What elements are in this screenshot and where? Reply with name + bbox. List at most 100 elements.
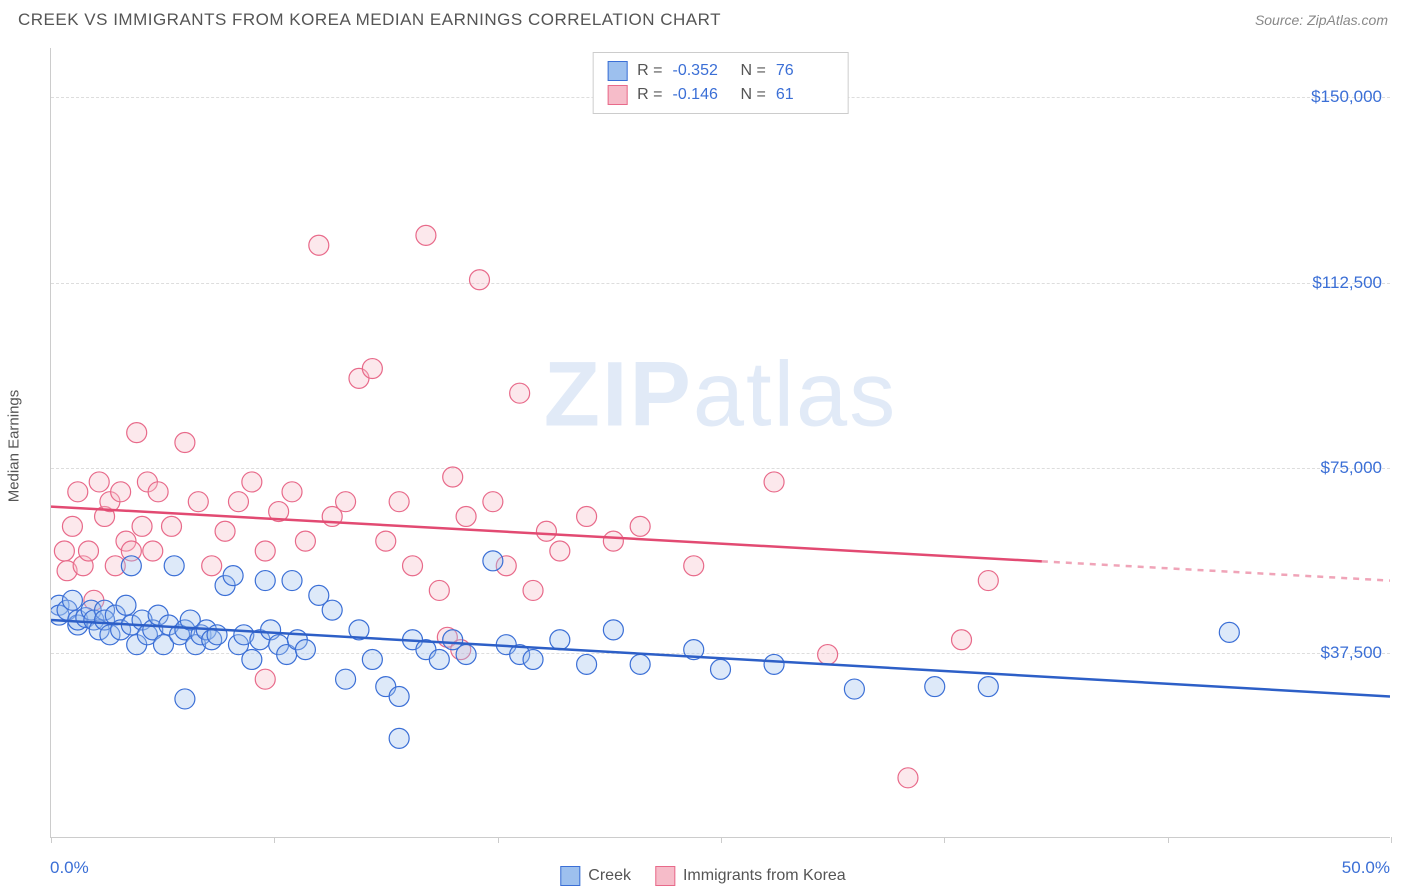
data-point [429, 580, 449, 600]
data-point [952, 630, 972, 650]
data-point [764, 472, 784, 492]
x-tick [274, 837, 275, 843]
data-point [207, 625, 227, 645]
x-tick [498, 837, 499, 843]
legend-label-creek: Creek [588, 867, 631, 885]
data-point [978, 677, 998, 697]
data-point [362, 649, 382, 669]
legend-r-value-creek: -0.352 [673, 62, 731, 80]
legend-row-creek: R = -0.352 N = 76 [607, 59, 834, 83]
legend-r-value-korea: -0.146 [673, 86, 731, 104]
data-point [630, 516, 650, 536]
data-point [202, 556, 222, 576]
data-point [132, 516, 152, 536]
data-point [54, 541, 74, 561]
data-point [255, 669, 275, 689]
legend-swatch-creek [607, 61, 627, 81]
legend-row-korea: R = -0.146 N = 61 [607, 83, 834, 107]
legend-item-korea: Immigrants from Korea [655, 866, 846, 886]
data-point [483, 492, 503, 512]
data-point [389, 728, 409, 748]
data-point [577, 654, 597, 674]
data-point [148, 482, 168, 502]
data-point [295, 640, 315, 660]
data-point [523, 580, 543, 600]
legend-n-value-creek: 76 [776, 62, 834, 80]
data-point [188, 492, 208, 512]
data-point [376, 531, 396, 551]
trend-line-extrapolated [1042, 561, 1390, 580]
data-point [764, 654, 784, 674]
x-tick [1168, 837, 1169, 843]
data-point [89, 472, 109, 492]
data-point [175, 433, 195, 453]
x-tick [51, 837, 52, 843]
data-point [577, 506, 597, 526]
data-point [127, 423, 147, 443]
data-point [362, 359, 382, 379]
data-point [389, 492, 409, 512]
data-point [322, 600, 342, 620]
data-point [175, 689, 195, 709]
data-point [416, 225, 436, 245]
data-point [255, 541, 275, 561]
correlation-legend: R = -0.352 N = 76 R = -0.146 N = 61 [592, 52, 849, 114]
y-axis-title: Median Earnings [6, 390, 23, 503]
data-point [78, 541, 98, 561]
data-point [403, 556, 423, 576]
x-tick [721, 837, 722, 843]
source-attribution: Source: ZipAtlas.com [1255, 12, 1388, 28]
data-point [536, 521, 556, 541]
legend-label-korea: Immigrants from Korea [683, 867, 846, 885]
data-point [164, 556, 184, 576]
data-point [550, 630, 570, 650]
x-tick [944, 837, 945, 843]
data-point [389, 686, 409, 706]
data-point [429, 649, 449, 669]
legend-n-label: N = [741, 62, 766, 80]
data-point [336, 669, 356, 689]
data-point [456, 506, 476, 526]
scatter-svg [51, 48, 1390, 837]
data-point [711, 659, 731, 679]
data-point [121, 556, 141, 576]
data-point [162, 516, 182, 536]
data-point [456, 645, 476, 665]
data-point [684, 556, 704, 576]
data-point [309, 235, 329, 255]
data-point [62, 590, 82, 610]
x-axis-max-label: 50.0% [1342, 858, 1390, 878]
data-point [228, 492, 248, 512]
data-point [223, 566, 243, 586]
data-point [898, 768, 918, 788]
data-point [523, 649, 543, 669]
data-point [242, 472, 262, 492]
data-point [295, 531, 315, 551]
data-point [62, 516, 82, 536]
data-point [469, 270, 489, 290]
data-point [443, 467, 463, 487]
legend-swatch-korea [607, 85, 627, 105]
data-point [818, 645, 838, 665]
data-point [116, 595, 136, 615]
data-point [143, 541, 163, 561]
data-point [550, 541, 570, 561]
data-point [68, 482, 88, 502]
data-point [630, 654, 650, 674]
data-point [925, 677, 945, 697]
legend-swatch-korea-icon [655, 866, 675, 886]
data-point [111, 482, 131, 502]
legend-r-label: R = [637, 62, 662, 80]
data-point [282, 571, 302, 591]
data-point [215, 521, 235, 541]
data-point [510, 383, 530, 403]
data-point [255, 571, 275, 591]
data-point [483, 551, 503, 571]
trend-line [51, 507, 1042, 562]
chart-plot-area: ZIPatlas R = -0.352 N = 76 R = -0.146 N … [50, 48, 1390, 838]
legend-n-value-korea: 61 [776, 86, 834, 104]
legend-item-creek: Creek [560, 866, 631, 886]
data-point [282, 482, 302, 502]
legend-n-label: N = [741, 86, 766, 104]
data-point [844, 679, 864, 699]
